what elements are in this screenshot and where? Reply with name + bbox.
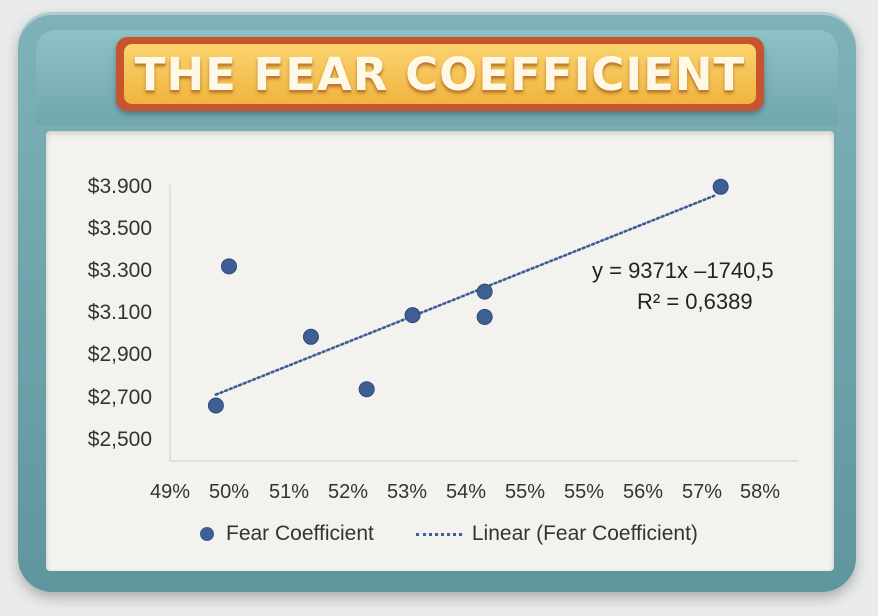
trend-equation: y = 9371x –1740,5 [592, 258, 774, 283]
title-banner: THE FEAR COEFFICIENT [116, 37, 764, 111]
legend-label-series: Fear Coefficient [226, 522, 374, 545]
title-banner-face: THE FEAR COEFFICIENT [124, 44, 756, 104]
data-point [476, 283, 493, 300]
y-tick-label: $3.300 [88, 259, 152, 282]
chart-panel [46, 131, 834, 571]
x-tick-label: 55% [505, 481, 545, 503]
trendline [214, 194, 716, 396]
y-tick-label: $3.900 [88, 175, 152, 198]
data-point [404, 307, 421, 324]
y-tick-label: $3.500 [88, 217, 152, 240]
y-tick-label: $2,500 [88, 428, 152, 451]
legend-item-trend: Linear (Fear Coefficient) [415, 522, 698, 546]
data-point [302, 328, 319, 345]
r-squared: R² = 0,6389 [637, 289, 753, 314]
x-tick-label: 56% [623, 481, 663, 503]
legend-label-trend: Linear (Fear Coefficient) [471, 522, 698, 545]
y-tick-label: $3.100 [88, 301, 152, 324]
chart-title: THE FEAR COEFFICIENT [134, 47, 746, 101]
legend-item-series: Fear Coefficient [200, 522, 374, 546]
y-tick-label: $2,900 [88, 343, 152, 366]
x-tick-label: 51% [269, 481, 309, 503]
data-point [221, 258, 237, 275]
x-tick-label: 57% [682, 481, 722, 503]
x-tick-label: 52% [328, 481, 368, 503]
legend-dotted-line-icon [415, 532, 462, 536]
x-tick-label: 58% [740, 481, 780, 503]
x-tick-label: 53% [387, 481, 427, 503]
y-tick-label: $2,700 [88, 386, 152, 409]
legend: Fear Coefficient Linear (Fear Coefficien… [200, 522, 740, 546]
x-tick-label: 49% [150, 481, 190, 503]
x-tick-label: 55% [564, 481, 604, 503]
legend-marker-icon [200, 527, 214, 541]
data-point [358, 381, 375, 398]
data-point [712, 178, 729, 195]
data-point [476, 308, 493, 325]
x-tick-label: 54% [446, 481, 486, 503]
x-tick-label: 50% [209, 481, 249, 503]
data-point [207, 397, 224, 414]
